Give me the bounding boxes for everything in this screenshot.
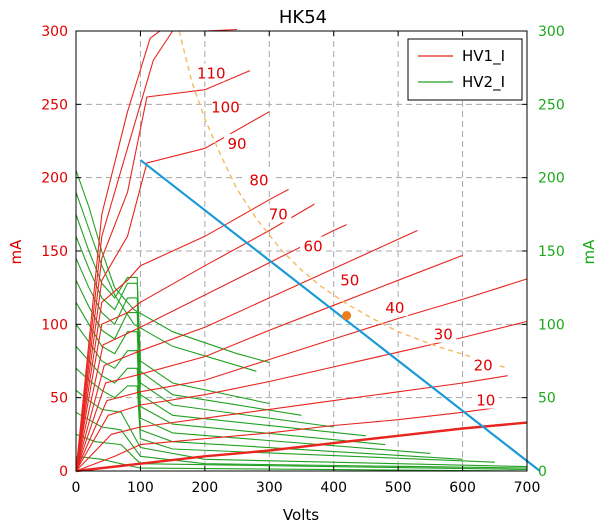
y-tick-label-left-3: 150: [41, 244, 68, 260]
curve-label-bg-9: [470, 355, 497, 374]
hv1-curve-4: [75, 278, 528, 472]
y-tick-label-left-4: 200: [41, 171, 68, 187]
curve-label-0: 110: [197, 65, 226, 83]
curve-label-bg-5: [300, 236, 327, 255]
y-tick-label-left-0: 0: [59, 464, 68, 480]
x-tick-label-5: 500: [385, 480, 412, 496]
hv2-curve-0: [75, 170, 270, 364]
y-tick-label-left-1: 50: [50, 391, 68, 407]
x-tick-label-4: 400: [320, 480, 347, 496]
hv1-curve-9: [75, 188, 289, 472]
y-tick-label-right-2: 100: [538, 317, 565, 333]
y-tick-label-right-3: 150: [538, 244, 565, 260]
curve-label-6: 50: [340, 271, 359, 289]
hv1-curve-10: [75, 111, 270, 472]
curve-label-bg-6: [336, 270, 363, 289]
curve-label-8: 30: [434, 326, 453, 344]
y-tick-label-right-5: 250: [538, 97, 565, 113]
curve-label-1: 100: [211, 98, 240, 116]
y-tick-label-right-6: 300: [538, 24, 565, 40]
grid: [76, 31, 527, 471]
legend-box: [407, 38, 523, 101]
curve-label-9: 20: [474, 356, 493, 374]
x-tick-label-2: 200: [191, 480, 218, 496]
legend-label-hv1: HV1_I: [462, 47, 505, 66]
hv1-curve-7: [75, 224, 347, 472]
hv1-curve-11: [75, 70, 251, 472]
y-tick-label-left-6: 300: [41, 24, 68, 40]
hv1-curve-1: [75, 407, 495, 472]
hv1-curve-8: [75, 203, 315, 472]
hv2-curve-7: [75, 323, 431, 454]
x-tick-label-1: 100: [127, 480, 154, 496]
y-tick-label-left-5: 250: [41, 97, 68, 113]
legend: HV1_I HV2_I: [407, 38, 523, 101]
curve-label-2: 90: [228, 135, 247, 153]
y-tick-label-right-4: 200: [538, 171, 565, 187]
operating-point: [342, 311, 352, 321]
hv1-curve-2: [75, 375, 508, 472]
hv1-curve-0: [75, 421, 528, 473]
x-tick-label-3: 300: [256, 480, 283, 496]
curve-label-bg-4: [265, 204, 292, 223]
hv1-curve-6: [75, 229, 418, 472]
hv2-curve-3: [75, 236, 302, 416]
curve-label-bg-1: [212, 97, 239, 116]
curve-label-bg-0: [198, 63, 225, 82]
curve-label-bg-7: [381, 298, 408, 317]
hv2-curve-11: [75, 411, 528, 469]
curve-label-7: 40: [385, 299, 404, 317]
curve-label-10: 10: [476, 392, 495, 410]
hv2-curve-12: [75, 433, 528, 471]
curve-label-bg-3: [245, 170, 272, 189]
curve-label-bg-2: [224, 133, 251, 152]
curve-label-bg-10: [472, 390, 499, 409]
curve-label-bg-8: [430, 324, 457, 343]
y-axis-label-right: mA: [580, 239, 598, 265]
hv2-curve-1: [75, 192, 257, 372]
hv2-curve-2: [75, 214, 270, 405]
x-axis-label: Volts: [283, 506, 319, 524]
hv2-curve-9: [75, 367, 495, 463]
hv2-curve-8: [75, 345, 463, 460]
hv1-curve-5: [75, 254, 463, 472]
chart-title: HK54: [279, 7, 327, 28]
x-tick-label-6: 600: [449, 480, 476, 496]
y-tick-label-right-1: 50: [538, 391, 556, 407]
legend-label-hv2: HV2_I: [462, 73, 505, 92]
curve-label-3: 80: [249, 172, 268, 190]
load-line: [139, 159, 541, 472]
curve-label-5: 60: [304, 238, 323, 256]
x-tick-label-7: 700: [514, 480, 541, 496]
y-axis-label-left: mA: [7, 239, 25, 265]
max-dissipation-curve: [178, 30, 508, 369]
curve-label-4: 70: [269, 205, 288, 223]
x-tick-label-0: 0: [72, 480, 81, 496]
y-tick-label-right-0: 0: [538, 464, 547, 480]
y-tick-label-left-2: 100: [41, 317, 68, 333]
